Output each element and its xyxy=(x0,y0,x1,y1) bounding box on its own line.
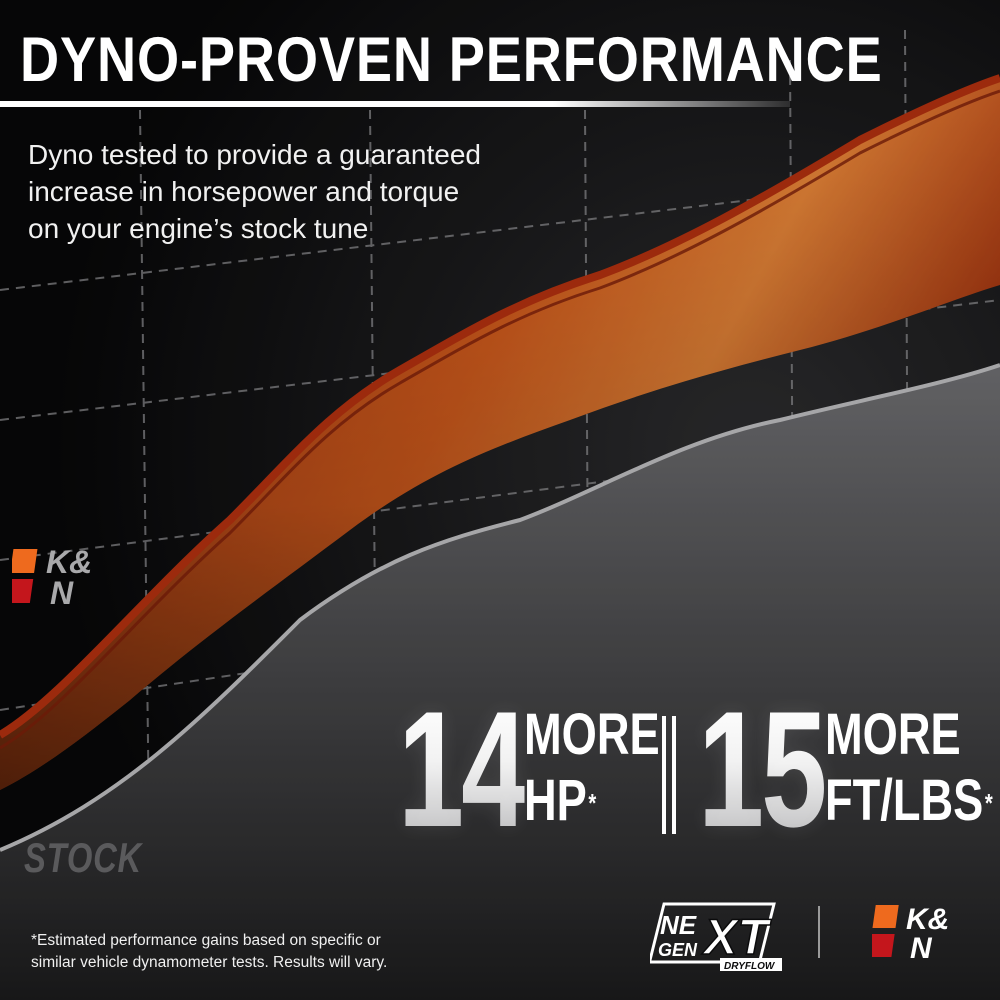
nextgen-logo-dryflow: DRYFLOW xyxy=(724,961,776,972)
torque-stat-footnote-mark: * xyxy=(984,788,993,818)
performance-curve-edge xyxy=(0,74,1000,739)
torque-stat-line1: MORE xyxy=(825,702,961,767)
hp-stat-line1: MORE xyxy=(524,702,660,767)
kn-logo: K& N xyxy=(12,545,92,611)
hp-stat: 14 MORE HP* xyxy=(398,687,660,852)
disclaimer: *Estimated performance gains based on sp… xyxy=(31,930,387,974)
kn-logo-text-bottom: N xyxy=(50,575,74,611)
stock-curve-line xyxy=(0,363,1000,852)
hp-stat-footnote-mark: * xyxy=(588,788,597,818)
nextgen-logo-ne: NE xyxy=(660,910,697,940)
nextgen-dryflow-logo: NE GEN XT DRYFLOW xyxy=(650,902,782,972)
kn-logo-text-top: K& xyxy=(46,545,92,580)
stock-curve-label: STOCK xyxy=(24,834,142,881)
nextgen-logo-xt: XT xyxy=(701,909,772,965)
kn-footer-text-bottom: N xyxy=(910,932,933,963)
torque-stat-line2: FT/LBS* xyxy=(825,770,993,832)
subhead-line: Dyno tested to provide a guaranteed xyxy=(28,139,481,170)
disclaimer-line: *Estimated performance gains based on sp… xyxy=(31,932,381,949)
subhead-line: on your engine’s stock tune xyxy=(28,213,369,244)
logo-divider xyxy=(818,906,820,958)
headline: DYNO-PROVEN PERFORMANCE xyxy=(20,25,883,95)
headline-underline xyxy=(0,101,790,107)
torque-stat-unit: FT/LBS xyxy=(825,768,984,833)
subhead: Dyno tested to provide a guaranteed incr… xyxy=(28,136,481,247)
torque-stat: 15 MORE FT/LBS* xyxy=(698,687,998,852)
hp-stat-number: 14 xyxy=(398,677,527,861)
kn-footer-text-top: K& xyxy=(906,903,949,936)
stat-divider xyxy=(662,716,676,834)
nextgen-logo-gen: GEN xyxy=(658,940,698,960)
hp-stat-line2: HP* xyxy=(524,770,596,832)
torque-stat-number: 15 xyxy=(698,677,827,861)
kn-logo-footer: K& N xyxy=(872,903,949,963)
stock-curve-area xyxy=(0,365,1000,1000)
subhead-line: increase in horsepower and torque xyxy=(28,176,460,207)
disclaimer-line: similar vehicle dynamometer tests. Resul… xyxy=(31,954,388,971)
hp-stat-unit: HP xyxy=(524,768,587,833)
